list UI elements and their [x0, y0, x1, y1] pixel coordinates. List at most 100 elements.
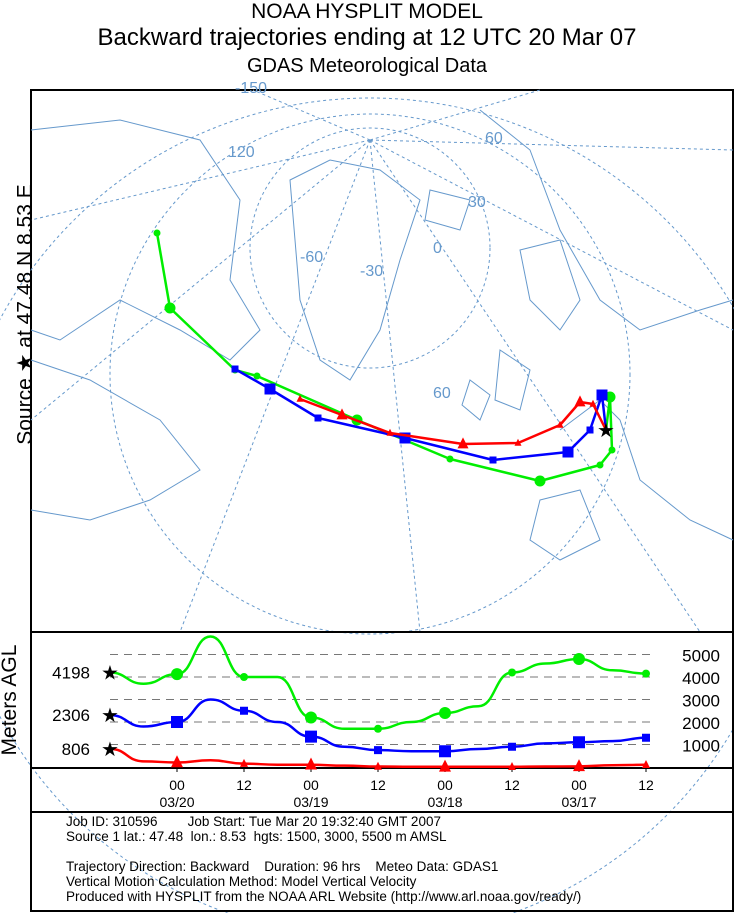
map-trajectory-marker	[153, 229, 161, 237]
meridian-line	[369, 139, 734, 151]
height-series-marker	[240, 758, 248, 767]
title-line1: NOAA HYSPLIT MODEL	[251, 0, 483, 23]
coastline-path	[461, 349, 531, 421]
grid-label: 60	[485, 130, 503, 147]
start-star-icon: ★	[101, 705, 119, 727]
title-line3: GDAS Meteorological Data	[246, 55, 488, 77]
coastline-path	[519, 239, 581, 331]
map-trajectory-marker	[596, 389, 608, 401]
map-trajectory-marker	[386, 428, 394, 436]
height-series-marker	[439, 759, 451, 772]
y-tick-label: 3000	[682, 692, 720, 711]
height-series-marker	[508, 761, 516, 770]
height-series-marker	[305, 711, 317, 724]
grid-label: 60	[433, 385, 451, 402]
y-axis-label: Meters AGL	[0, 644, 21, 756]
map-trajectory-marker	[253, 372, 261, 380]
map-trajectory-marker	[264, 383, 276, 395]
title-line2: Backward trajectories ending at 12 UTC 2…	[97, 24, 637, 51]
meridian-line	[369, 139, 701, 633]
info-block: Job ID: 310596 Job Start: Tue Mar 20 19:…	[66, 814, 581, 904]
start-height-label: 806	[62, 740, 90, 759]
height-series-marker	[240, 673, 248, 681]
height-series-marker	[374, 761, 382, 770]
map-trajectory-marker	[457, 437, 469, 449]
map-trajectory-marker	[489, 456, 497, 464]
map-trajectory-marker	[596, 461, 604, 469]
map-frame	[30, 89, 734, 633]
coastline-path	[30, 359, 201, 521]
source-star-icon: ★	[597, 420, 615, 442]
x-tick-date: 03/20	[159, 794, 194, 810]
info-line2: Source 1 lat.: 47.48 lon.: 8.53 hgts: 15…	[66, 829, 447, 844]
map-trajectory-marker	[574, 395, 586, 407]
info-line3: Trajectory Direction: Backward Duration:…	[66, 859, 499, 874]
height-series-marker	[171, 755, 183, 768]
info-line1: Job ID: 310596 Job Start: Tue Mar 20 19:…	[66, 814, 441, 829]
map-trajectory-marker	[446, 455, 454, 463]
grid-label: -30	[360, 263, 383, 280]
height-series-marker	[508, 742, 516, 751]
height-series-marker	[439, 745, 451, 758]
y-tick-label: 4000	[682, 669, 720, 688]
map-trajectory-marker	[314, 414, 322, 422]
start-star-icon: ★	[101, 739, 119, 761]
height-series-marker	[642, 759, 650, 768]
meridian-line	[369, 139, 421, 633]
height-series-marker	[374, 746, 382, 755]
x-tick-hour: 00	[303, 777, 319, 793]
x-tick-hour: 00	[571, 777, 587, 793]
map-trajectory-marker	[608, 446, 616, 454]
map-trajectories: ★	[153, 229, 616, 487]
x-tick-hour: 12	[370, 777, 386, 793]
height-series-marker	[642, 733, 650, 742]
meridian-line	[369, 139, 734, 331]
x-tick-hour: 12	[504, 777, 520, 793]
coastline-path	[424, 189, 471, 231]
grid-label: -150	[235, 80, 267, 97]
meridian-line	[179, 139, 371, 633]
map-trajectory-marker	[164, 302, 176, 314]
start-height-label: 4198	[52, 664, 90, 683]
grid-label: 120	[228, 144, 255, 161]
map-grid: -150 120 60 30 0 -30 -60 60	[0, 80, 734, 913]
map-trajectory-marker	[399, 432, 411, 444]
map-trajectory-marker	[296, 394, 304, 402]
height-series-marker	[171, 668, 183, 681]
y-tick-label: 5000	[682, 647, 720, 666]
info-line5: Produced with HYSPLIT from the NOAA ARL …	[66, 889, 582, 904]
coastline-path	[479, 109, 734, 331]
parallel-circle	[109, 113, 631, 635]
source-label: Source ★ at 47.48 N 8.53 E	[13, 184, 37, 445]
map-trajectory-marker	[556, 420, 564, 428]
start-height-label: 2306	[52, 706, 90, 725]
height-series-marker	[240, 706, 248, 715]
height-series-marker	[508, 668, 516, 677]
start-star-icon: ★	[101, 663, 119, 685]
x-tick-date: 03/18	[427, 794, 462, 810]
grid-label: -60	[300, 249, 323, 266]
map-trajectory-marker	[514, 438, 522, 446]
height-series-marker	[374, 724, 382, 733]
coastline-path	[30, 119, 261, 361]
height-series-marker	[573, 759, 585, 772]
grid-label: 30	[468, 194, 486, 211]
coastlines	[30, 109, 734, 561]
height-series-marker	[439, 707, 451, 719]
grid-label: 0	[433, 240, 442, 257]
map-trajectory-marker	[562, 446, 574, 458]
x-tick-hour: 12	[638, 777, 654, 793]
coastline-path	[529, 489, 601, 561]
x-tick-hour: 00	[437, 777, 453, 793]
parallel-circle	[249, 127, 491, 369]
info-line4: Vertical Motion Calculation Method: Mode…	[66, 874, 417, 889]
map-trajectory-marker	[534, 475, 546, 487]
coastline-path	[289, 159, 421, 381]
map-trajectory-marker	[336, 408, 348, 420]
info-frame	[30, 811, 734, 912]
height-series-marker	[642, 669, 650, 678]
height-series-marker	[573, 653, 585, 665]
meridian-line	[30, 139, 371, 421]
